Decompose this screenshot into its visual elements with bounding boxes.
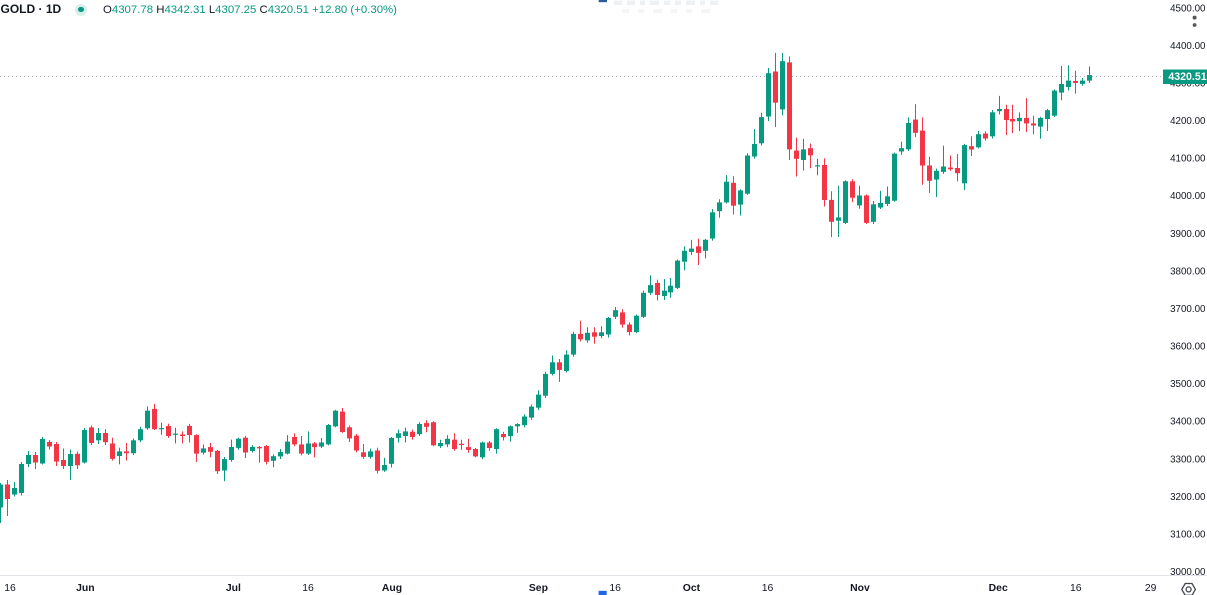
svg-text:Sep: Sep bbox=[529, 583, 548, 594]
svg-text:3900.00: 3900.00 bbox=[1170, 229, 1206, 240]
svg-text:4500.00: 4500.00 bbox=[1170, 3, 1206, 14]
svg-text:3500.00: 3500.00 bbox=[1170, 379, 1206, 390]
svg-text:16: 16 bbox=[302, 583, 314, 594]
svg-text:Jul: Jul bbox=[226, 583, 241, 594]
svg-text:3200.00: 3200.00 bbox=[1170, 492, 1206, 503]
svg-text:3600.00: 3600.00 bbox=[1170, 342, 1206, 353]
svg-text:4320.51: 4320.51 bbox=[1168, 71, 1206, 83]
svg-text:3000.00: 3000.00 bbox=[1170, 567, 1206, 578]
svg-text:16: 16 bbox=[609, 583, 621, 594]
svg-text:29: 29 bbox=[1145, 583, 1157, 594]
svg-text:3300.00: 3300.00 bbox=[1170, 454, 1206, 465]
svg-text:3800.00: 3800.00 bbox=[1170, 266, 1206, 277]
svg-text:Aug: Aug bbox=[382, 583, 402, 594]
svg-text:16: 16 bbox=[762, 583, 774, 594]
svg-text:4100.00: 4100.00 bbox=[1170, 154, 1206, 165]
svg-text:3100.00: 3100.00 bbox=[1170, 529, 1206, 540]
svg-text:16: 16 bbox=[1070, 583, 1082, 594]
svg-text:4000.00: 4000.00 bbox=[1170, 191, 1206, 202]
svg-text:4400.00: 4400.00 bbox=[1170, 41, 1206, 52]
svg-text:Jun: Jun bbox=[76, 583, 94, 594]
svg-text:Oct: Oct bbox=[683, 583, 701, 594]
svg-text:Nov: Nov bbox=[850, 583, 870, 594]
svg-text:Dec: Dec bbox=[989, 583, 1008, 594]
svg-text:3700.00: 3700.00 bbox=[1170, 304, 1206, 315]
svg-text:3400.00: 3400.00 bbox=[1170, 417, 1206, 428]
svg-text:16: 16 bbox=[4, 583, 16, 594]
svg-text:4200.00: 4200.00 bbox=[1170, 116, 1206, 127]
